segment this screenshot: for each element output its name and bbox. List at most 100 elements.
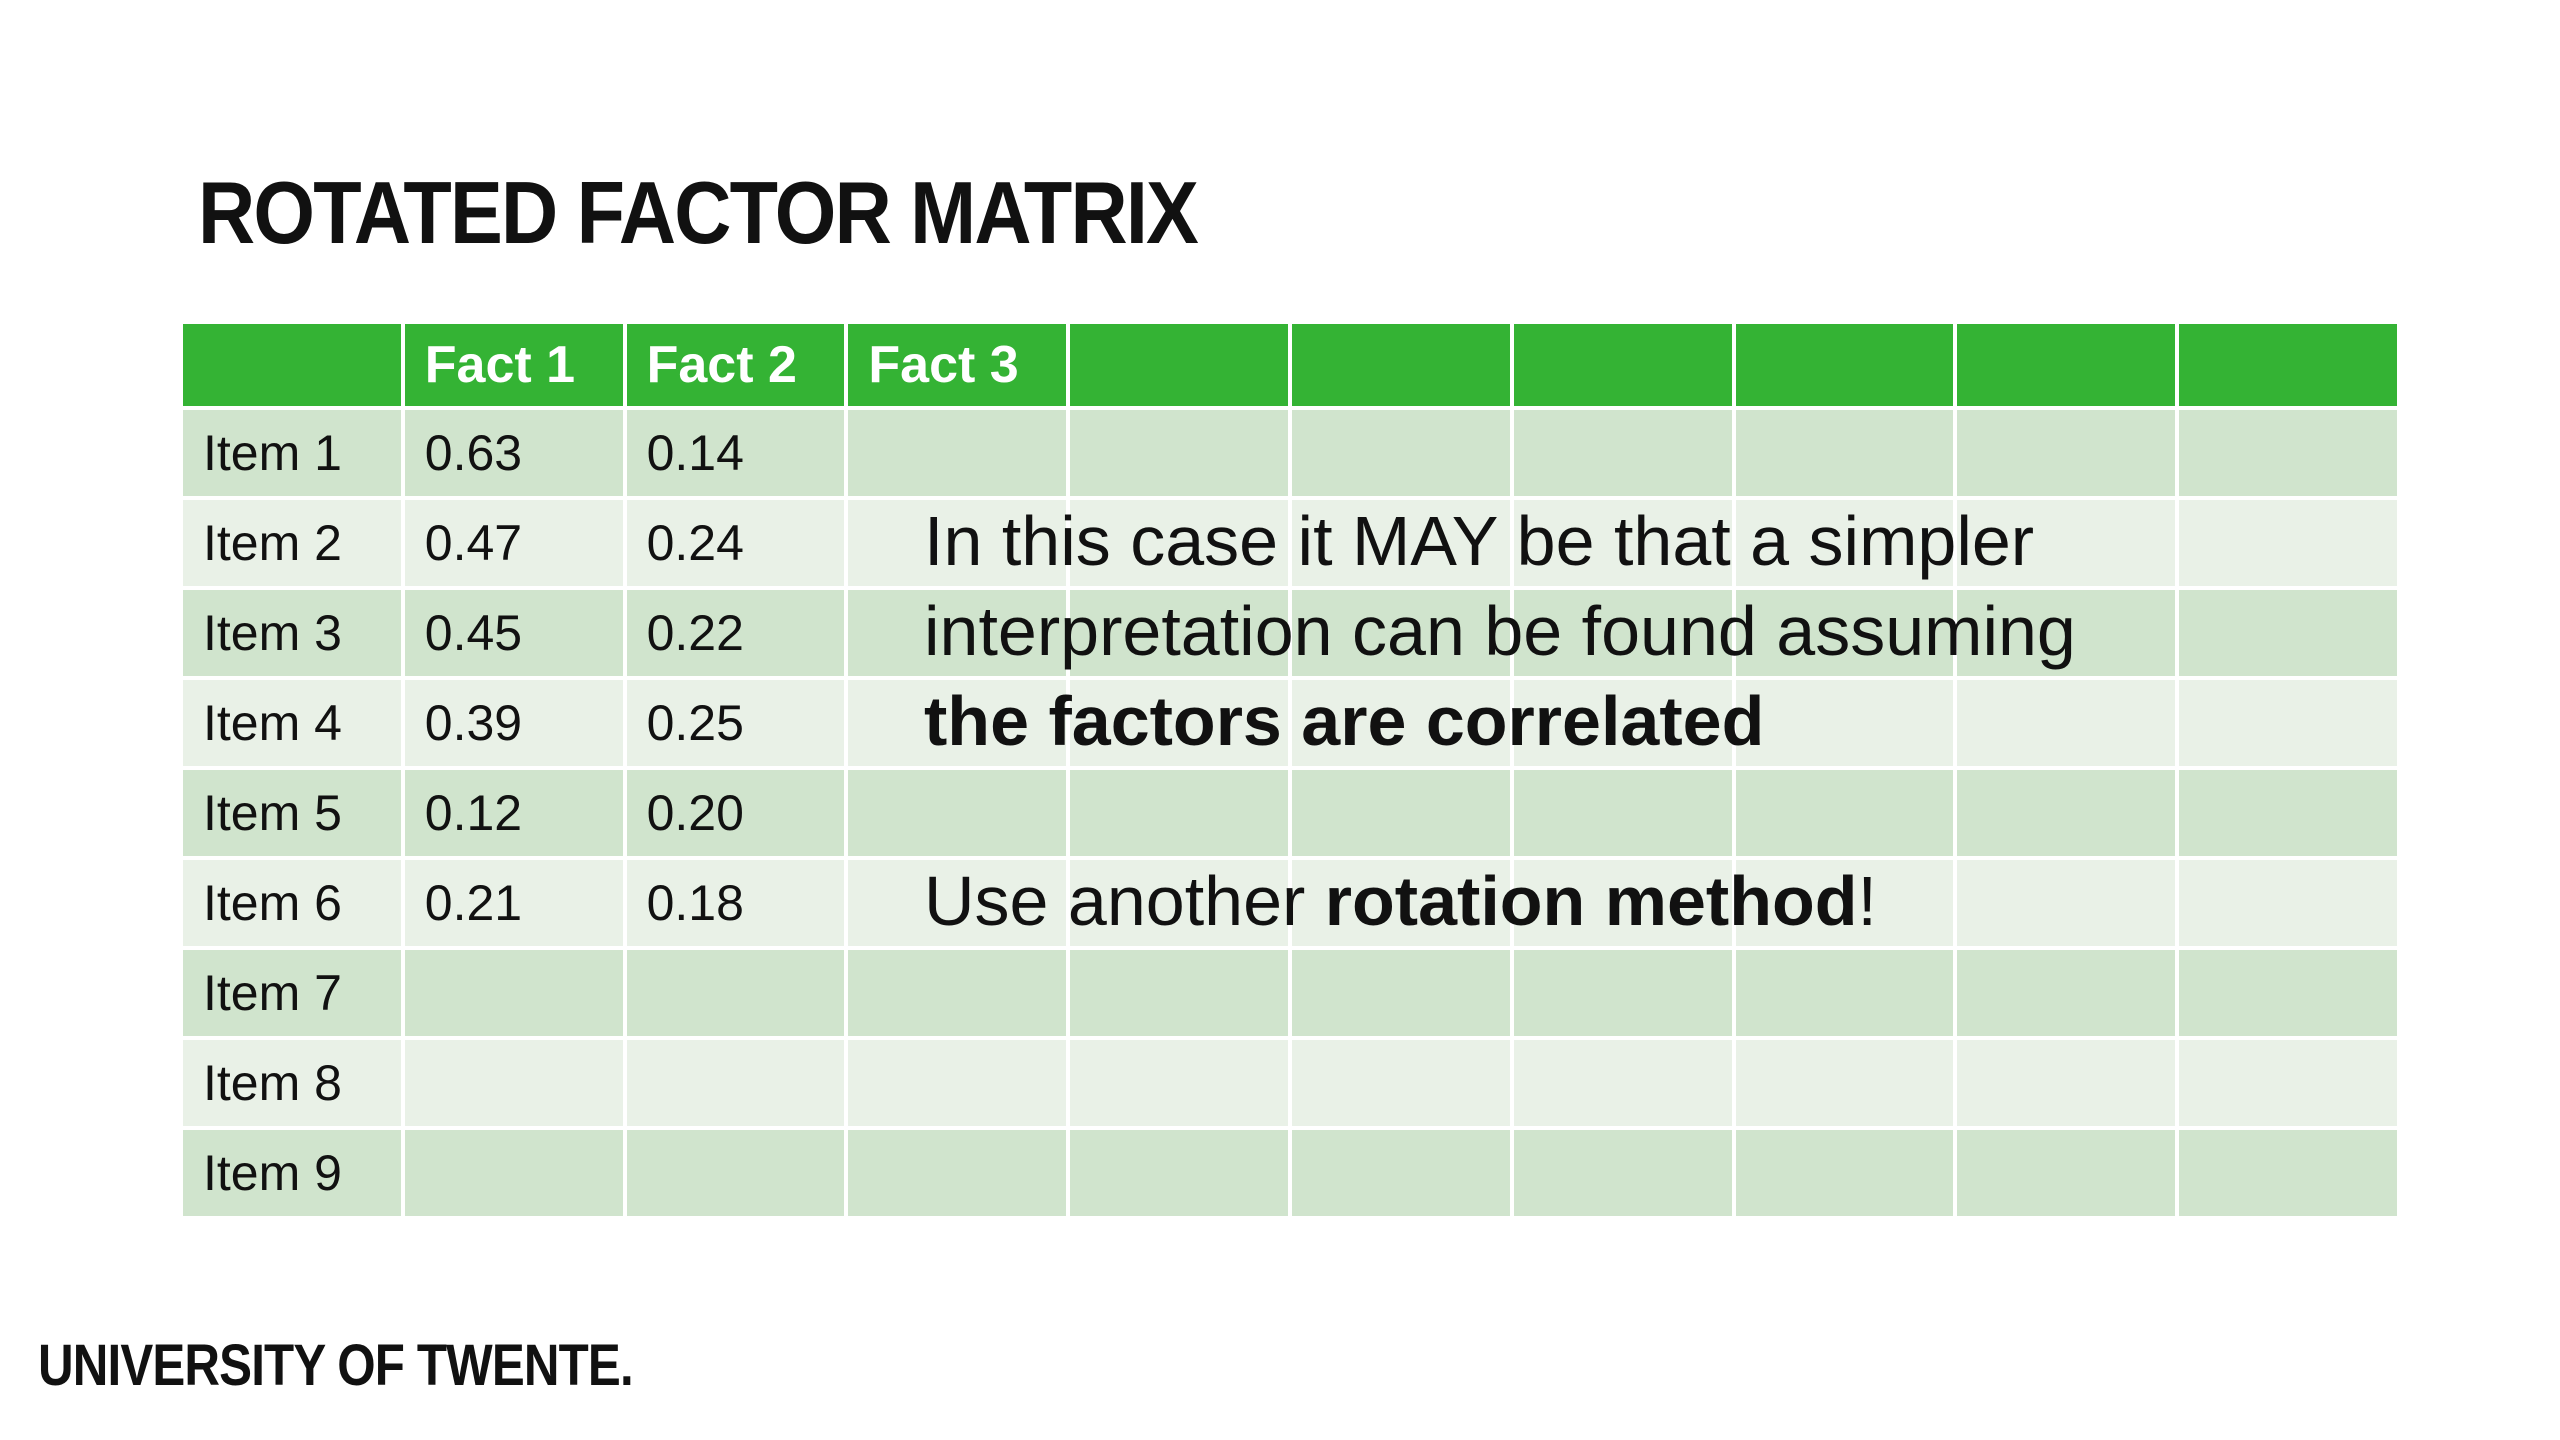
table-cell: 0.47 xyxy=(400,496,627,590)
table-cell xyxy=(1953,766,2180,860)
table-row: Item 8 xyxy=(179,1036,2401,1130)
table-cell xyxy=(844,406,1071,500)
table-cell xyxy=(1731,766,1958,860)
table-cell: 0.39 xyxy=(400,676,627,770)
note-line: In this case it MAY be that a simpler xyxy=(924,502,2035,580)
table-cell xyxy=(1953,676,2180,770)
row-label-cell: Item 6 xyxy=(179,856,405,950)
rotation-advice: Use another rotation method! xyxy=(924,856,1877,946)
university-logo: UNIVERSITY OF TWENTE. xyxy=(38,1333,634,1398)
table-cell xyxy=(1287,1036,1514,1130)
table-cell xyxy=(400,1036,627,1130)
table-cell xyxy=(2175,676,2401,770)
table-cell xyxy=(1509,1126,1736,1220)
table-cell xyxy=(1066,766,1292,860)
table-cell: 0.12 xyxy=(400,766,627,860)
table-cell xyxy=(1953,586,2180,680)
table-cell xyxy=(622,946,849,1040)
table-row: Item 9 xyxy=(179,1126,2401,1220)
table-cell xyxy=(1731,406,1958,500)
table-cell xyxy=(1066,586,1292,680)
slide-title: ROTATED FACTOR MATRIX xyxy=(198,163,1199,262)
table-row: Item 3 0.45 0.22 xyxy=(179,586,2401,680)
header-cell xyxy=(1953,320,2180,410)
table-cell xyxy=(1731,496,1958,590)
table-cell xyxy=(844,676,1071,770)
table-cell xyxy=(1731,1126,1958,1220)
table-cell xyxy=(1509,586,1736,680)
row-label-cell: Item 8 xyxy=(179,1036,405,1130)
table-header: Fact 1 Fact 2 Fact 3 xyxy=(179,320,2401,410)
table-cell xyxy=(1509,1036,1736,1130)
row-label-cell: Item 3 xyxy=(179,586,405,680)
table-cell xyxy=(1287,946,1514,1040)
header-cell xyxy=(2175,320,2401,410)
table-cell xyxy=(1066,1036,1292,1130)
table-cell xyxy=(1731,946,1958,1040)
table-cell xyxy=(1287,856,1514,950)
table-cell xyxy=(1287,1126,1514,1220)
note-emphasis-line: the factors are correlated xyxy=(924,682,1765,760)
row-label-cell: Item 7 xyxy=(179,946,405,1040)
table-cell: 0.24 xyxy=(622,496,849,590)
table-row: Item 5 0.12 0.20 xyxy=(179,766,2401,860)
table-row: Item 6 0.21 0.18 xyxy=(179,856,2401,950)
note-line: interpretation can be found assuming xyxy=(924,592,2076,670)
table-cell: 0.20 xyxy=(622,766,849,860)
table-cell xyxy=(1066,496,1292,590)
table-cell xyxy=(844,946,1071,1040)
factor-matrix-table: Fact 1 Fact 2 Fact 3 Item 1 0.63 0.14 It… xyxy=(179,320,2401,1220)
advice-prefix: Use another xyxy=(924,862,1325,940)
table-cell xyxy=(1509,856,1736,950)
table-cell xyxy=(400,946,627,1040)
table-cell xyxy=(1287,496,1514,590)
header-cell xyxy=(1066,320,1292,410)
table-cell xyxy=(1066,406,1292,500)
row-label-cell: Item 1 xyxy=(179,406,405,500)
table-cell xyxy=(1731,1036,1958,1130)
header-cell xyxy=(179,320,405,410)
row-label-cell: Item 5 xyxy=(179,766,405,860)
interpretation-note: In this case it MAY be that a simpler in… xyxy=(924,496,2076,766)
table-cell xyxy=(2175,496,2401,590)
table-cell xyxy=(1509,406,1736,500)
row-label-cell: Item 9 xyxy=(179,1126,405,1220)
table-row: Item 1 0.63 0.14 xyxy=(179,406,2401,500)
table-cell: 0.18 xyxy=(622,856,849,950)
header-cell: Fact 2 xyxy=(622,320,849,410)
table-cell xyxy=(1731,586,1958,680)
table-cell xyxy=(2175,1036,2401,1130)
table-cell xyxy=(2175,856,2401,950)
table-cell xyxy=(1953,406,2180,500)
table-row: Item 7 xyxy=(179,946,2401,1040)
table-cell xyxy=(1953,946,2180,1040)
table-cell xyxy=(400,1126,627,1220)
table-cell xyxy=(844,766,1071,860)
table-cell xyxy=(844,496,1071,590)
table-cell xyxy=(1066,676,1292,770)
header-cell: Fact 3 xyxy=(844,320,1071,410)
header-row: Fact 1 Fact 2 Fact 3 xyxy=(179,320,2401,410)
table-cell xyxy=(2175,766,2401,860)
table-cell xyxy=(1509,766,1736,860)
table-cell xyxy=(2175,1126,2401,1220)
table-cell xyxy=(1287,406,1514,500)
row-label-cell: Item 4 xyxy=(179,676,405,770)
table-cell: 0.14 xyxy=(622,406,849,500)
table-cell xyxy=(622,1126,849,1220)
table-row: Item 4 0.39 0.25 xyxy=(179,676,2401,770)
table-cell xyxy=(2175,586,2401,680)
table-cell xyxy=(1509,676,1736,770)
table-cell: 0.22 xyxy=(622,586,849,680)
table-cell: 0.25 xyxy=(622,676,849,770)
table-cell xyxy=(1953,1126,2180,1220)
table-cell xyxy=(1287,586,1514,680)
advice-emphasis: rotation method xyxy=(1324,862,1858,940)
table-cell: 0.45 xyxy=(400,586,627,680)
table-cell xyxy=(1509,496,1736,590)
table-cell xyxy=(1066,856,1292,950)
table-cell xyxy=(1066,1126,1292,1220)
table-cell xyxy=(1953,496,2180,590)
table-cell xyxy=(1066,946,1292,1040)
table-cell: 0.21 xyxy=(400,856,627,950)
